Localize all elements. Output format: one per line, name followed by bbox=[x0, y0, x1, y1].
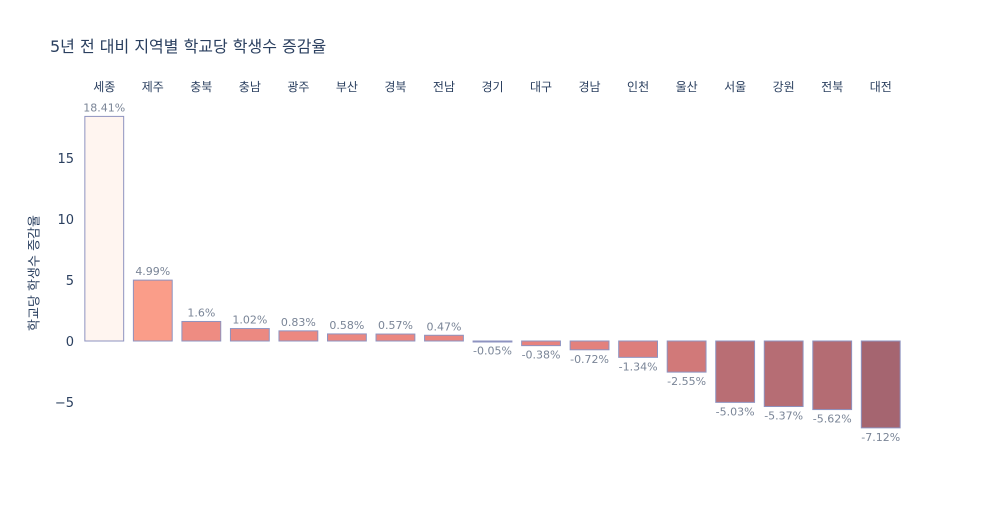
data-label: -0.38% bbox=[522, 349, 561, 362]
y-tick-label: 15 bbox=[57, 152, 74, 167]
bar bbox=[327, 333, 367, 342]
bar bbox=[229, 328, 270, 342]
bar bbox=[375, 333, 416, 342]
x-tick-label: 충남 bbox=[239, 80, 261, 94]
bar bbox=[860, 340, 901, 429]
x-tick-label: 광주 bbox=[287, 80, 309, 94]
bar bbox=[424, 334, 464, 342]
x-tick-label: 제주 bbox=[142, 80, 164, 94]
data-label: 0.58% bbox=[329, 319, 364, 332]
x-tick-label: 대전 bbox=[870, 80, 892, 94]
chart-title: 5년 전 대비 지역별 학교당 학생수 증감율 bbox=[50, 37, 327, 56]
x-tick-label: 강원 bbox=[773, 80, 795, 94]
bar bbox=[278, 330, 319, 342]
data-label: -5.03% bbox=[716, 405, 755, 418]
data-label: 0.47% bbox=[426, 320, 461, 333]
data-label: 1.02% bbox=[232, 314, 267, 327]
data-label: -7.12% bbox=[861, 431, 900, 444]
data-label: -5.62% bbox=[813, 413, 852, 426]
data-label: -5.37% bbox=[764, 410, 803, 423]
data-label: -1.34% bbox=[619, 360, 658, 373]
data-label: 0.57% bbox=[378, 319, 413, 332]
x-tick-label: 경기 bbox=[481, 80, 503, 94]
x-tick-label: 전북 bbox=[821, 80, 843, 94]
x-tick-label: 세종 bbox=[93, 80, 115, 94]
x-tick-label: 인천 bbox=[627, 79, 649, 94]
data-label: 1.6% bbox=[187, 306, 215, 319]
x-tick-label: 대구 bbox=[530, 80, 552, 94]
bar bbox=[763, 340, 804, 408]
bar bbox=[812, 340, 853, 411]
x-tick-label: 경북 bbox=[384, 80, 406, 94]
bar bbox=[569, 340, 610, 351]
data-label: 0.83% bbox=[281, 316, 316, 329]
x-tick-label: 부산 bbox=[336, 80, 358, 94]
bar bbox=[84, 115, 125, 342]
bar bbox=[666, 340, 707, 373]
x-tick-label: 경남 bbox=[579, 80, 601, 94]
x-tick-label: 울산 bbox=[676, 80, 698, 94]
bar bbox=[715, 340, 756, 403]
bar bbox=[472, 340, 513, 343]
bar bbox=[181, 320, 222, 342]
x-tick-label: 서울 bbox=[724, 80, 746, 94]
data-label: -0.72% bbox=[570, 353, 609, 366]
y-tick-label: 5 bbox=[66, 274, 74, 289]
x-tick-label: 충북 bbox=[190, 80, 212, 94]
data-label: -0.05% bbox=[473, 345, 512, 358]
y-tick-label: −5 bbox=[55, 396, 74, 411]
y-tick-label: 0 bbox=[66, 335, 74, 350]
bar bbox=[618, 340, 658, 358]
bar bbox=[132, 279, 173, 342]
bar bbox=[521, 340, 561, 347]
x-tick-label: 전남 bbox=[433, 80, 455, 94]
y-tick-label: 10 bbox=[57, 213, 74, 228]
data-label: 18.41% bbox=[83, 101, 125, 114]
data-label: -2.55% bbox=[667, 375, 706, 388]
data-label: 4.99% bbox=[135, 265, 170, 278]
